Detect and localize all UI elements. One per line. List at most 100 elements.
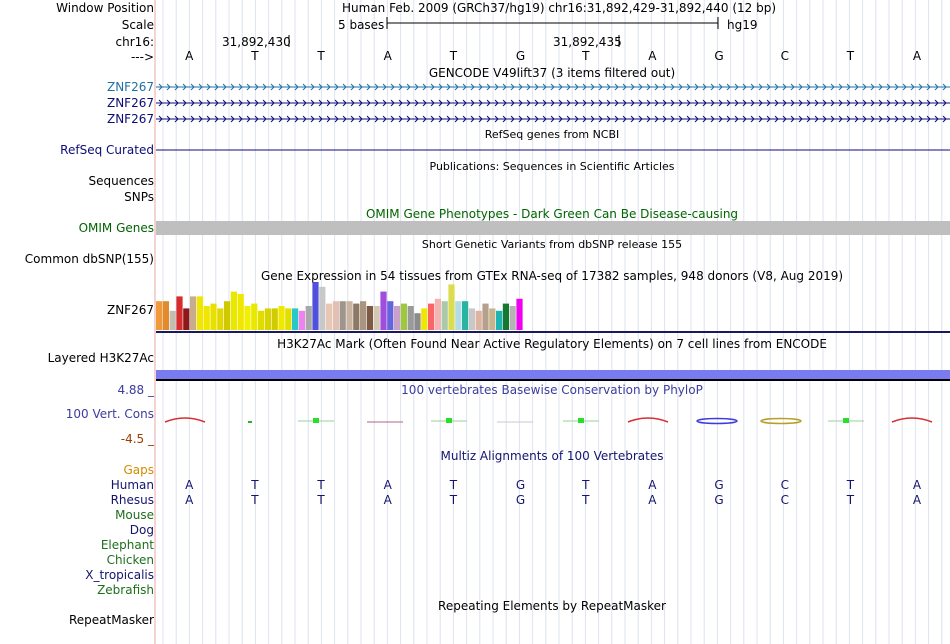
strand-label: ---> (130, 50, 154, 64)
dbsnp-label[interactable]: Common dbSNP(155) (24, 252, 154, 266)
omim-label[interactable]: OMIM Genes (78, 221, 154, 235)
phylop-mark (843, 418, 849, 423)
phylop-label[interactable]: 100 Vert. Cons (65, 407, 154, 421)
gene-chevron (742, 83, 747, 91)
gene-chevron (910, 99, 915, 107)
human-base: G (714, 478, 724, 492)
gene-chevron (478, 115, 483, 123)
gene-chevron (718, 115, 723, 123)
gene-chevron (566, 115, 571, 123)
gene-chevron (430, 83, 435, 91)
gencode-item-2[interactable]: ZNF267 (106, 96, 154, 110)
gene-chevron (638, 83, 643, 91)
base-letter: A (912, 49, 922, 63)
h3k27-track-title[interactable]: H3K27Ac Mark (Often Found Near Active Re… (277, 337, 827, 351)
gtex-bar (516, 298, 523, 330)
gene-chevron (750, 99, 755, 107)
omim-track-title[interactable]: OMIM Gene Phenotypes - Dark Green Can Be… (365, 207, 739, 221)
gene-chevron (406, 99, 411, 107)
species-mouse[interactable]: Mouse (115, 508, 154, 522)
gene-chevron (678, 115, 683, 123)
pubs-track-title[interactable]: Publications: Sequences in Scientific Ar… (429, 160, 675, 173)
dbsnp-track-title[interactable]: Short Genetic Variants from dbSNP releas… (421, 238, 683, 251)
pubs-label-snps[interactable]: SNPs (124, 190, 154, 204)
gene-chevron (598, 99, 603, 107)
rhesus-base: T (582, 493, 590, 507)
gene-chevron (646, 83, 651, 91)
species-human[interactable]: Human (110, 478, 154, 492)
gene-chevron (286, 115, 291, 123)
base-letter: C (780, 49, 789, 63)
phylop-mark (446, 418, 452, 423)
gene-chevron (774, 115, 779, 123)
gene-chevron (390, 99, 395, 107)
base-letter: G (515, 49, 526, 63)
h3k27-label[interactable]: Layered H3K27Ac (47, 351, 154, 365)
rmsk-label[interactable]: RepeatMasker (68, 613, 154, 627)
refseq-label[interactable]: RefSeq Curated (60, 143, 154, 157)
gtex-bar (346, 301, 353, 330)
human-base: T (449, 478, 458, 492)
gene-chevron (766, 115, 771, 123)
gene-chevron (470, 99, 475, 107)
gene-chevron (926, 99, 931, 107)
coord-label-2: 31,892,435 (553, 35, 622, 49)
track-divider (154, 0, 156, 644)
gene-chevron (510, 115, 515, 123)
gene-chevron (614, 99, 619, 107)
rhesus-base: T (449, 493, 458, 507)
rmsk-track-title[interactable]: Repeating Elements by RepeatMasker (438, 599, 666, 613)
multiz-gaps-label[interactable]: Gaps (123, 463, 154, 477)
phylop-peak (164, 417, 206, 423)
species-zebrafish[interactable]: Zebrafish (97, 583, 154, 597)
gene-chevron (782, 99, 787, 107)
gene-chevron (558, 115, 563, 123)
gene-chevron (686, 115, 691, 123)
gene-chevron (566, 83, 571, 91)
species-elephant[interactable]: Elephant (100, 538, 154, 552)
gene-chevron (678, 99, 683, 107)
phylop-track-title[interactable]: 100 vertebrates Basewise Conservation by… (401, 383, 703, 397)
gene-chevron (942, 83, 947, 91)
gene-chevron (926, 83, 931, 91)
gene-chevron (294, 115, 299, 123)
gene-chevron (174, 99, 179, 107)
gene-chevron (518, 99, 523, 107)
gene-chevron (470, 115, 475, 123)
species-dog[interactable]: Dog (129, 523, 154, 537)
gene-chevron (694, 83, 699, 91)
pubs-label-sequences[interactable]: Sequences (88, 174, 154, 188)
gtex-bar (441, 301, 448, 330)
gtex-label[interactable]: ZNF267 (106, 303, 154, 317)
refseq-track-title[interactable]: RefSeq genes from NCBI (484, 128, 620, 141)
gtex-track-title[interactable]: Gene Expression in 54 tissues from GTEx … (260, 269, 844, 283)
gene-chevron (206, 115, 211, 123)
gencode-track-title[interactable]: GENCODE V49lift37 (3 items filtered out) (428, 66, 676, 80)
gene-chevron (462, 115, 467, 123)
gene-chevron (830, 115, 835, 123)
species-x-tropicalis[interactable]: X_tropicalis (85, 568, 154, 582)
gene-chevron (166, 99, 171, 107)
gene-chevron (782, 83, 787, 91)
gene-chevron (342, 83, 347, 91)
gene-chevron (294, 99, 299, 107)
multiz-track-title[interactable]: Multiz Alignments of 100 Vertebrates (440, 449, 664, 463)
gene-chevron (886, 99, 891, 107)
gene-chevron (198, 115, 203, 123)
rhesus-base: T (317, 493, 325, 507)
gencode-item-3[interactable]: ZNF267 (106, 112, 154, 126)
gene-chevron (374, 115, 379, 123)
gene-chevron (582, 99, 587, 107)
gene-chevron (502, 115, 507, 123)
gene-chevron (766, 83, 771, 91)
species-chicken[interactable]: Chicken (106, 553, 154, 567)
gene-chevron (734, 99, 739, 107)
gene-chevron (886, 83, 891, 91)
gencode-item-1[interactable]: ZNF267 (106, 80, 154, 94)
gene-chevron (478, 99, 483, 107)
gtex-bar (224, 301, 231, 330)
species-rhesus[interactable]: Rhesus (110, 493, 154, 507)
gtex-bar (244, 306, 251, 330)
gene-chevron (742, 115, 747, 123)
